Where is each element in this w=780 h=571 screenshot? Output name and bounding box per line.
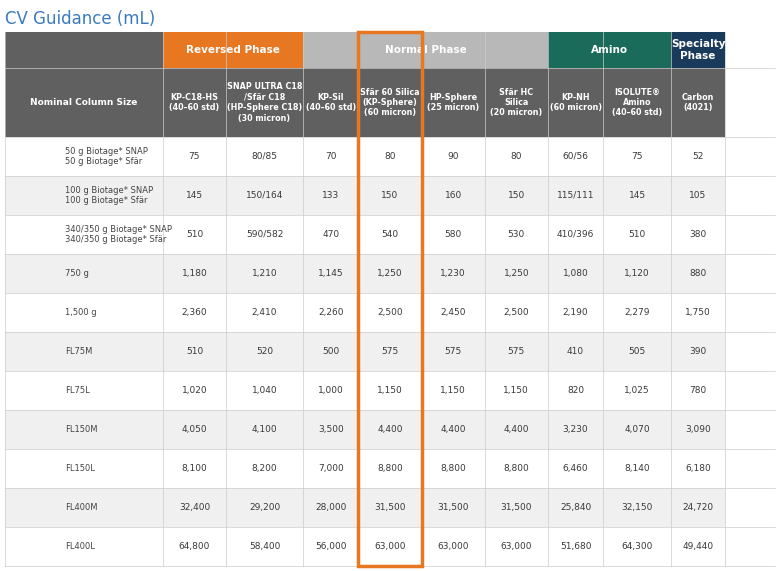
Bar xyxy=(359,215,421,254)
Text: 8,100: 8,100 xyxy=(182,464,207,473)
Bar xyxy=(226,254,303,293)
Text: 1,250: 1,250 xyxy=(503,269,529,278)
Text: 1,025: 1,025 xyxy=(624,386,650,395)
Text: 380: 380 xyxy=(690,230,707,239)
Text: 4,400: 4,400 xyxy=(441,425,466,434)
Bar xyxy=(359,32,421,566)
Bar xyxy=(359,332,421,371)
Text: 2,190: 2,190 xyxy=(562,308,588,317)
Bar xyxy=(5,449,163,488)
Bar xyxy=(671,254,725,293)
Bar xyxy=(163,32,303,68)
Text: 575: 575 xyxy=(445,347,462,356)
Text: 75: 75 xyxy=(189,152,200,160)
Bar xyxy=(548,68,603,136)
Bar xyxy=(603,527,671,566)
Bar xyxy=(226,527,303,566)
Text: 70: 70 xyxy=(325,152,336,160)
Bar xyxy=(359,371,421,410)
Bar xyxy=(484,215,548,254)
Text: 150: 150 xyxy=(381,191,399,200)
Text: 1,000: 1,000 xyxy=(317,386,343,395)
Bar xyxy=(421,215,484,254)
Text: 780: 780 xyxy=(690,386,707,395)
Bar xyxy=(303,488,359,527)
Text: 63,000: 63,000 xyxy=(438,542,469,551)
Bar xyxy=(548,332,603,371)
Bar xyxy=(484,371,548,410)
Bar xyxy=(303,293,359,332)
Bar xyxy=(603,410,671,449)
Bar xyxy=(548,32,671,68)
Text: FL75L: FL75L xyxy=(65,386,90,395)
Bar xyxy=(421,332,484,371)
Bar xyxy=(484,527,548,566)
Text: SNAP ULTRA C18
/Sfär C18
(HP-Sphere C18)
(30 micron): SNAP ULTRA C18 /Sfär C18 (HP-Sphere C18)… xyxy=(227,82,302,123)
Bar xyxy=(603,449,671,488)
Bar xyxy=(603,176,671,215)
Bar xyxy=(5,68,163,136)
Text: 160: 160 xyxy=(445,191,462,200)
Text: 540: 540 xyxy=(381,230,399,239)
Text: 1,020: 1,020 xyxy=(182,386,207,395)
Bar xyxy=(303,449,359,488)
Bar xyxy=(421,136,484,176)
Bar xyxy=(5,254,163,293)
Text: 500: 500 xyxy=(322,347,339,356)
Text: 28,000: 28,000 xyxy=(315,503,346,512)
Bar xyxy=(5,176,163,215)
Bar xyxy=(226,449,303,488)
Text: 58,400: 58,400 xyxy=(249,542,280,551)
Bar xyxy=(163,293,226,332)
Text: 1,040: 1,040 xyxy=(252,386,278,395)
Bar xyxy=(359,68,421,136)
Bar xyxy=(671,176,725,215)
Text: FL150L: FL150L xyxy=(65,464,95,473)
Bar xyxy=(303,254,359,293)
Text: 150/164: 150/164 xyxy=(246,191,283,200)
Text: Amino: Amino xyxy=(591,45,628,55)
Bar xyxy=(303,332,359,371)
Text: 590/582: 590/582 xyxy=(246,230,283,239)
Text: 390: 390 xyxy=(690,347,707,356)
Bar xyxy=(303,32,548,68)
Text: 7,000: 7,000 xyxy=(317,464,343,473)
Text: 60/56: 60/56 xyxy=(562,152,589,160)
Bar xyxy=(484,410,548,449)
Text: KP-NH
(60 micron): KP-NH (60 micron) xyxy=(549,93,601,112)
Bar xyxy=(671,68,725,136)
Text: 25,840: 25,840 xyxy=(560,503,591,512)
Bar xyxy=(226,136,303,176)
Text: 4,100: 4,100 xyxy=(252,425,278,434)
Bar xyxy=(5,332,163,371)
Text: 2,410: 2,410 xyxy=(252,308,277,317)
Text: 150: 150 xyxy=(508,191,525,200)
Text: FL150M: FL150M xyxy=(65,425,98,434)
Bar xyxy=(163,254,226,293)
Bar xyxy=(484,449,548,488)
Text: 4,400: 4,400 xyxy=(378,425,402,434)
Text: HP-Sphere
(25 micron): HP-Sphere (25 micron) xyxy=(427,93,479,112)
Bar xyxy=(359,449,421,488)
Bar xyxy=(548,488,603,527)
Text: 8,800: 8,800 xyxy=(440,464,466,473)
Text: FL75M: FL75M xyxy=(65,347,92,356)
Bar xyxy=(671,488,725,527)
Bar xyxy=(359,136,421,176)
Bar xyxy=(5,527,163,566)
Text: 145: 145 xyxy=(629,191,646,200)
Bar xyxy=(5,293,163,332)
Text: 3,500: 3,500 xyxy=(317,425,343,434)
Bar xyxy=(163,410,226,449)
Text: FL400L: FL400L xyxy=(65,542,95,551)
Text: 575: 575 xyxy=(508,347,525,356)
Text: 145: 145 xyxy=(186,191,203,200)
Bar xyxy=(5,488,163,527)
Bar xyxy=(548,176,603,215)
Bar xyxy=(603,215,671,254)
Bar xyxy=(671,293,725,332)
Bar xyxy=(603,254,671,293)
Text: 51,680: 51,680 xyxy=(560,542,591,551)
Bar xyxy=(421,449,484,488)
Bar xyxy=(163,449,226,488)
